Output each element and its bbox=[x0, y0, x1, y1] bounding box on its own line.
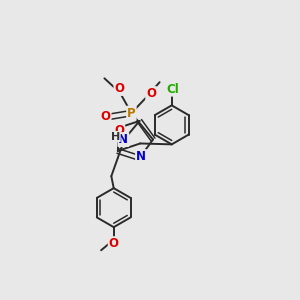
Text: O: O bbox=[146, 87, 156, 100]
Text: O: O bbox=[114, 124, 124, 137]
Text: O: O bbox=[114, 82, 124, 95]
Text: P: P bbox=[127, 106, 136, 120]
Text: O: O bbox=[109, 237, 119, 250]
Text: N: N bbox=[118, 133, 128, 146]
Text: O: O bbox=[100, 110, 111, 123]
Text: H: H bbox=[111, 132, 120, 142]
Text: Cl: Cl bbox=[166, 83, 179, 96]
Text: N: N bbox=[136, 150, 146, 163]
